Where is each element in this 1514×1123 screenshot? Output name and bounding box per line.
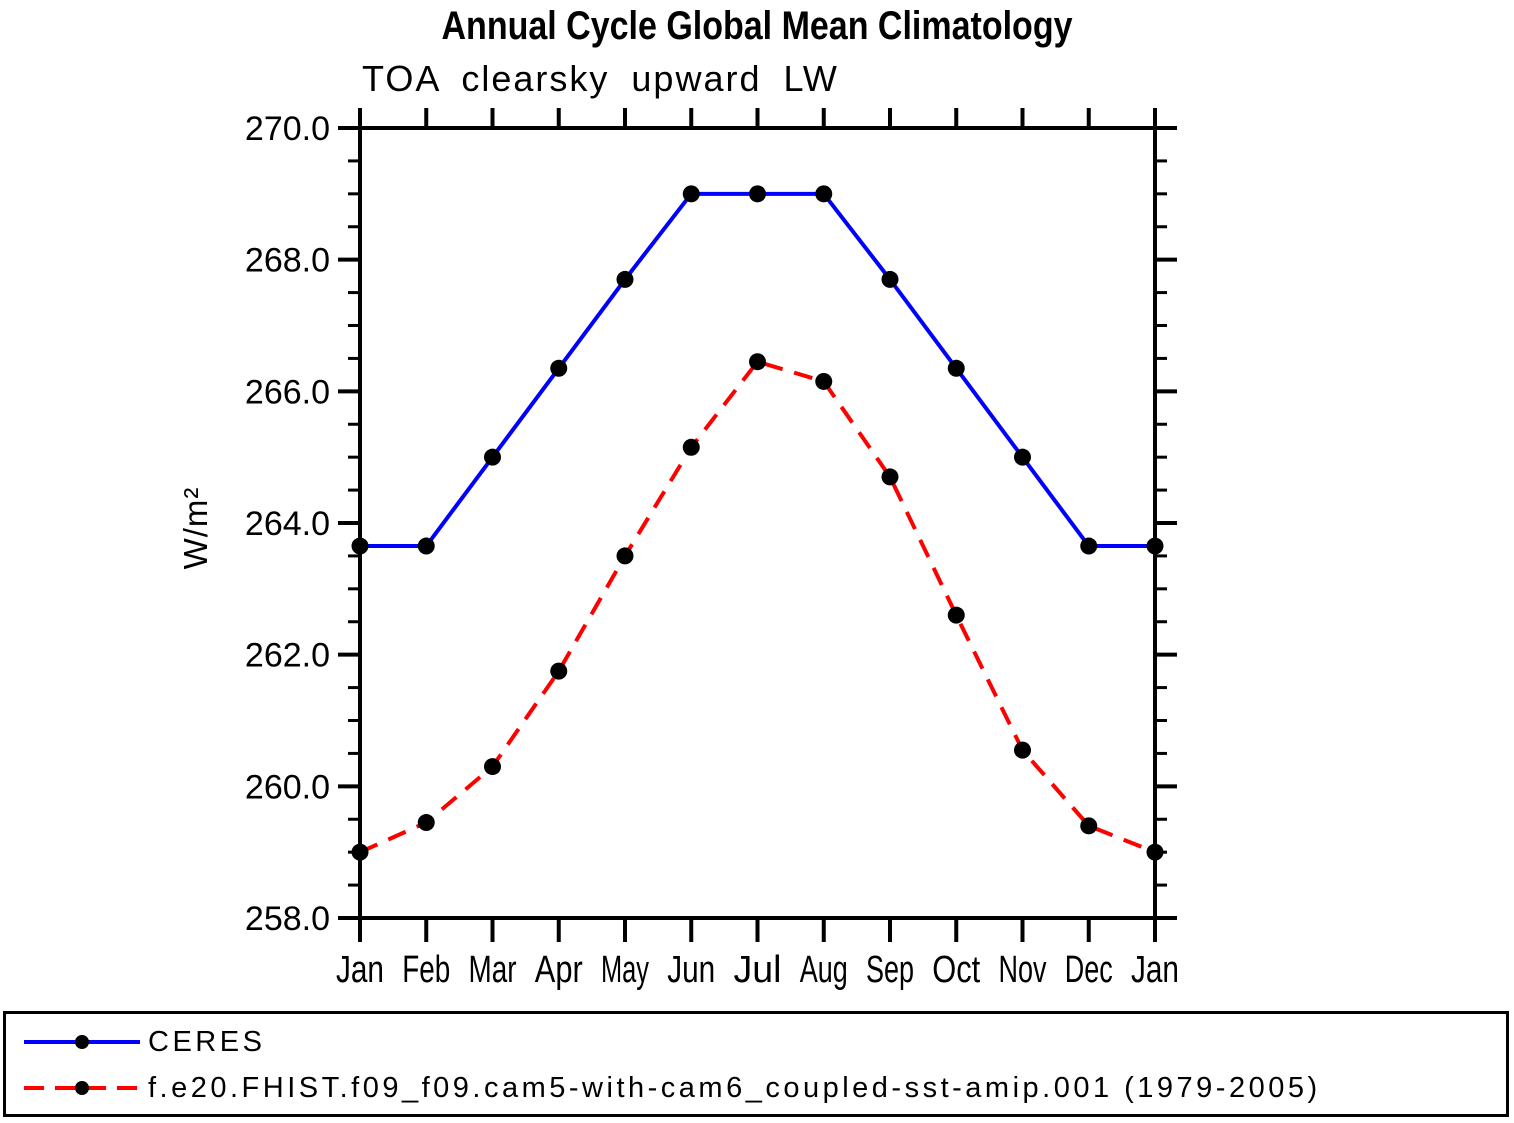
model-marker <box>1080 817 1098 835</box>
legend-item-ceres: CERES <box>22 1019 1506 1065</box>
model-marker <box>1014 741 1031 759</box>
model-line <box>359 359 1156 855</box>
x-tick-label: Jan <box>336 949 384 991</box>
y-tick-label: 268.0 <box>245 242 330 280</box>
ceres-marker <box>1146 537 1164 555</box>
y-tick-label: 262.0 <box>245 637 330 675</box>
ceres-marker <box>351 537 369 555</box>
ceres-line-sample <box>24 1035 140 1049</box>
x-tick-label: Dec <box>1065 949 1113 991</box>
model-marker <box>351 843 369 861</box>
x-tick-label: Apr <box>535 949 583 991</box>
legend-item-model: f.e20.FHIST.f09_f09.cam5-with-cam6_coupl… <box>22 1065 1506 1111</box>
model-marker <box>616 547 634 565</box>
x-tick-label: Jun <box>667 949 715 991</box>
legend-label-model: f.e20.FHIST.f09_f09.cam5-with-cam6_coupl… <box>148 1071 1321 1104</box>
legend-box: CERES f.e20.FHIST.f09_f09.cam5-with-cam6… <box>3 1011 1509 1117</box>
y-tick-label: 258.0 <box>245 900 330 938</box>
model-marker <box>881 468 899 486</box>
x-tick-label: May <box>601 949 649 991</box>
x-tick-label: Sep <box>866 949 914 991</box>
x-tick-label: Mar <box>469 949 517 991</box>
ceres-marker <box>616 270 634 288</box>
model-sample-marker <box>75 1081 89 1095</box>
y-tick-label: 270.0 <box>245 110 330 148</box>
model-marker <box>947 606 965 624</box>
y-tick-label: 266.0 <box>245 373 330 411</box>
plot-area: 258.0 260.0 262.0 264.0 266.0 268.0 270.0 Jan Fe… <box>245 108 1179 991</box>
y-tick-label: 264.0 <box>245 505 330 543</box>
model-marker <box>815 372 833 390</box>
model-marker <box>749 353 766 371</box>
ceres-marker <box>881 270 899 288</box>
chart-subtitle: TOA clearsky upward LW <box>362 58 839 99</box>
ceres-marker <box>550 359 568 377</box>
ceres-sample-marker <box>75 1035 89 1049</box>
ceres-marker <box>682 185 700 203</box>
x-tick-label: Jul <box>734 949 782 991</box>
ceres-marker <box>815 185 833 203</box>
model-marker <box>682 438 700 456</box>
model-line-sample <box>24 1081 140 1095</box>
ceres-marker <box>1014 448 1031 466</box>
legend-label-ceres: CERES <box>148 1025 266 1058</box>
ceres-marker <box>1080 537 1098 555</box>
x-tick-label: Feb <box>402 949 450 991</box>
model-marker <box>550 662 568 680</box>
model-marker <box>1146 843 1164 861</box>
y-tick-label: 260.0 <box>245 768 330 806</box>
x-tick-label: Nov <box>999 949 1047 991</box>
ceres-marker <box>484 448 501 466</box>
ceres-marker <box>749 185 766 203</box>
x-tick-label: Aug <box>800 949 848 991</box>
plot-frame <box>358 126 1157 920</box>
x-tick-label: Jan <box>1131 949 1179 991</box>
ceres-marker <box>417 537 435 555</box>
model-marker <box>484 758 501 776</box>
chart-title: Annual Cycle Global Mean Climatology <box>441 4 1073 48</box>
ceres-marker <box>947 359 965 377</box>
model-marker <box>417 814 435 832</box>
x-tick-label: Oct <box>932 949 980 991</box>
